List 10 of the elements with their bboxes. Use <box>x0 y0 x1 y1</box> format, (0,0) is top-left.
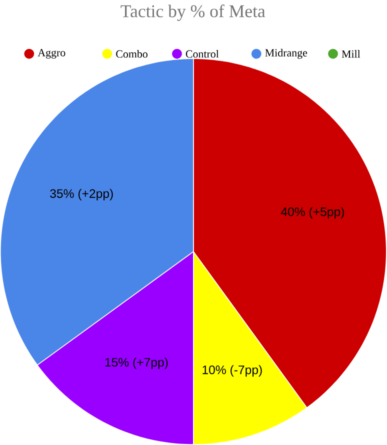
legend-label: Combo <box>116 50 148 58</box>
legend-label: Control <box>186 50 219 58</box>
legend-label: Aggro <box>38 49 66 59</box>
legend-label: Midrange <box>265 48 308 59</box>
legend-label: Mill <box>342 50 360 58</box>
data-label: 40% (+5pp) <box>281 207 344 219</box>
data-label: 35% (+2pp) <box>50 188 113 200</box>
data-label: 10% (-7pp) <box>202 365 262 377</box>
data-label: 15% (+7pp) <box>105 358 168 370</box>
chart-title: Tactic by % of Meta <box>120 4 266 21</box>
